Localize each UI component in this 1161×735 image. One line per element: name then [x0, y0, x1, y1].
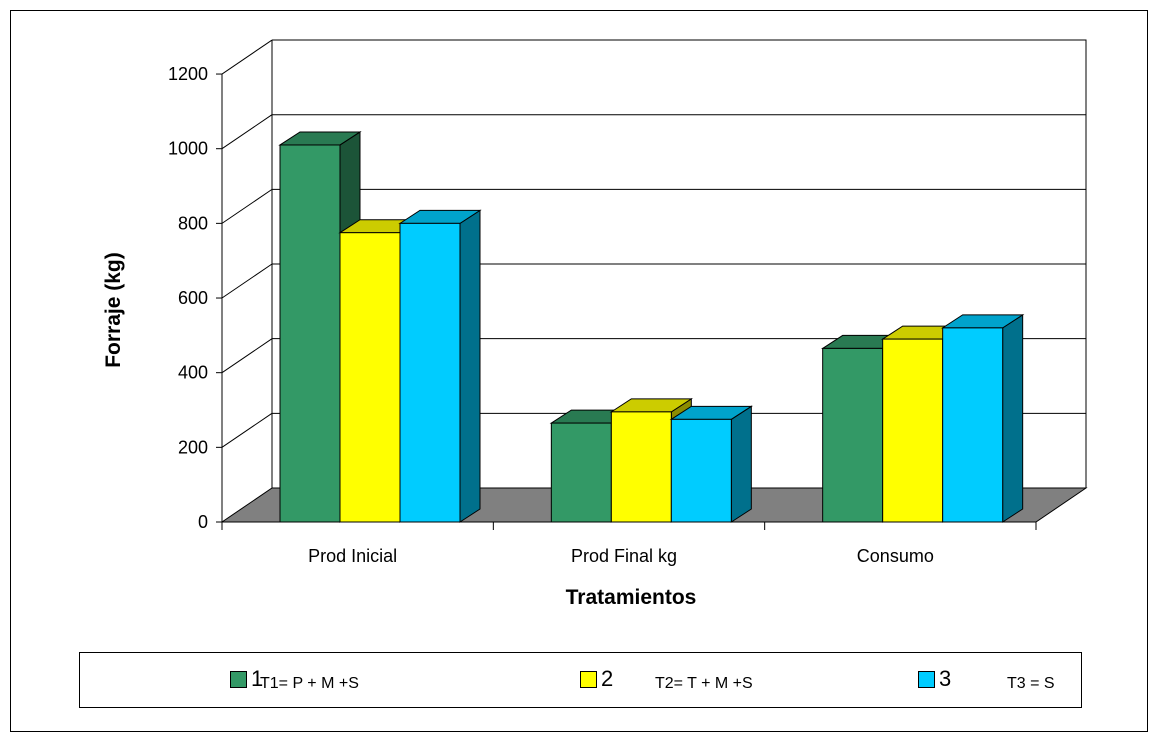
y-tick-label: 800 — [178, 213, 208, 233]
x-category-label: Consumo — [857, 546, 934, 566]
legend: 1 T1= P + M +S 2 T2= T + M +S 3 T3 = S — [79, 652, 1082, 708]
y-tick-label: 0 — [198, 512, 208, 532]
legend-note-2: T2= T + M +S — [655, 675, 753, 692]
legend-swatch-1 — [230, 670, 247, 688]
gridline-side — [221, 412, 273, 448]
bar-series-3-1 — [670, 418, 732, 523]
y-tick-label: 600 — [178, 288, 208, 308]
bar-series-2-0 — [339, 232, 401, 523]
bar-series-1-1 — [550, 422, 612, 523]
x-category-label: Prod Final kg — [571, 546, 677, 566]
legend-note-1: T1= P + M +S — [260, 675, 359, 692]
legend-label-1: 1 — [251, 666, 264, 691]
legend-label-3: 3 — [939, 666, 952, 691]
bar-marks — [278, 131, 1025, 523]
y-tick-label: 200 — [178, 437, 208, 457]
bar-series-2-1 — [610, 411, 672, 523]
legend-item-2: 2 — [580, 666, 613, 692]
x-category-label: Prod Inicial — [308, 546, 397, 566]
bar-side — [459, 209, 481, 523]
gridline-side — [221, 338, 273, 374]
legend-item-1: 1 — [230, 666, 263, 692]
y-axis-title: Forraje (kg) — [102, 252, 125, 368]
x-category-labels: Prod Inicial Prod Final kg Consumo — [308, 546, 934, 566]
bar-side — [730, 405, 752, 523]
bar-series-1-2 — [822, 347, 884, 523]
x-axis-title: Tratamientos — [566, 586, 697, 609]
bar-series-3-2 — [942, 327, 1004, 523]
legend-swatch-2 — [580, 670, 597, 688]
bar-series-1-0 — [279, 144, 341, 523]
gridline-side — [221, 188, 273, 224]
gridline-side — [221, 263, 273, 299]
bar-series-2-2 — [882, 338, 944, 523]
legend-swatch-3 — [918, 670, 935, 688]
legend-item-3: 3 — [918, 666, 951, 692]
y-tick-label: 1000 — [168, 139, 208, 159]
bar-side — [1002, 313, 1024, 523]
y-tick-labels: 0 200 400 600 800 1000 1200 — [168, 64, 208, 532]
gridline-side — [221, 114, 273, 150]
gridline-side — [221, 39, 273, 75]
legend-label-2: 2 — [601, 666, 614, 691]
y-tick-label: 400 — [178, 363, 208, 383]
legend-note-3: T3 = S — [1007, 675, 1055, 692]
y-tick-label: 1200 — [168, 64, 208, 84]
bar-series-3-0 — [399, 222, 461, 523]
